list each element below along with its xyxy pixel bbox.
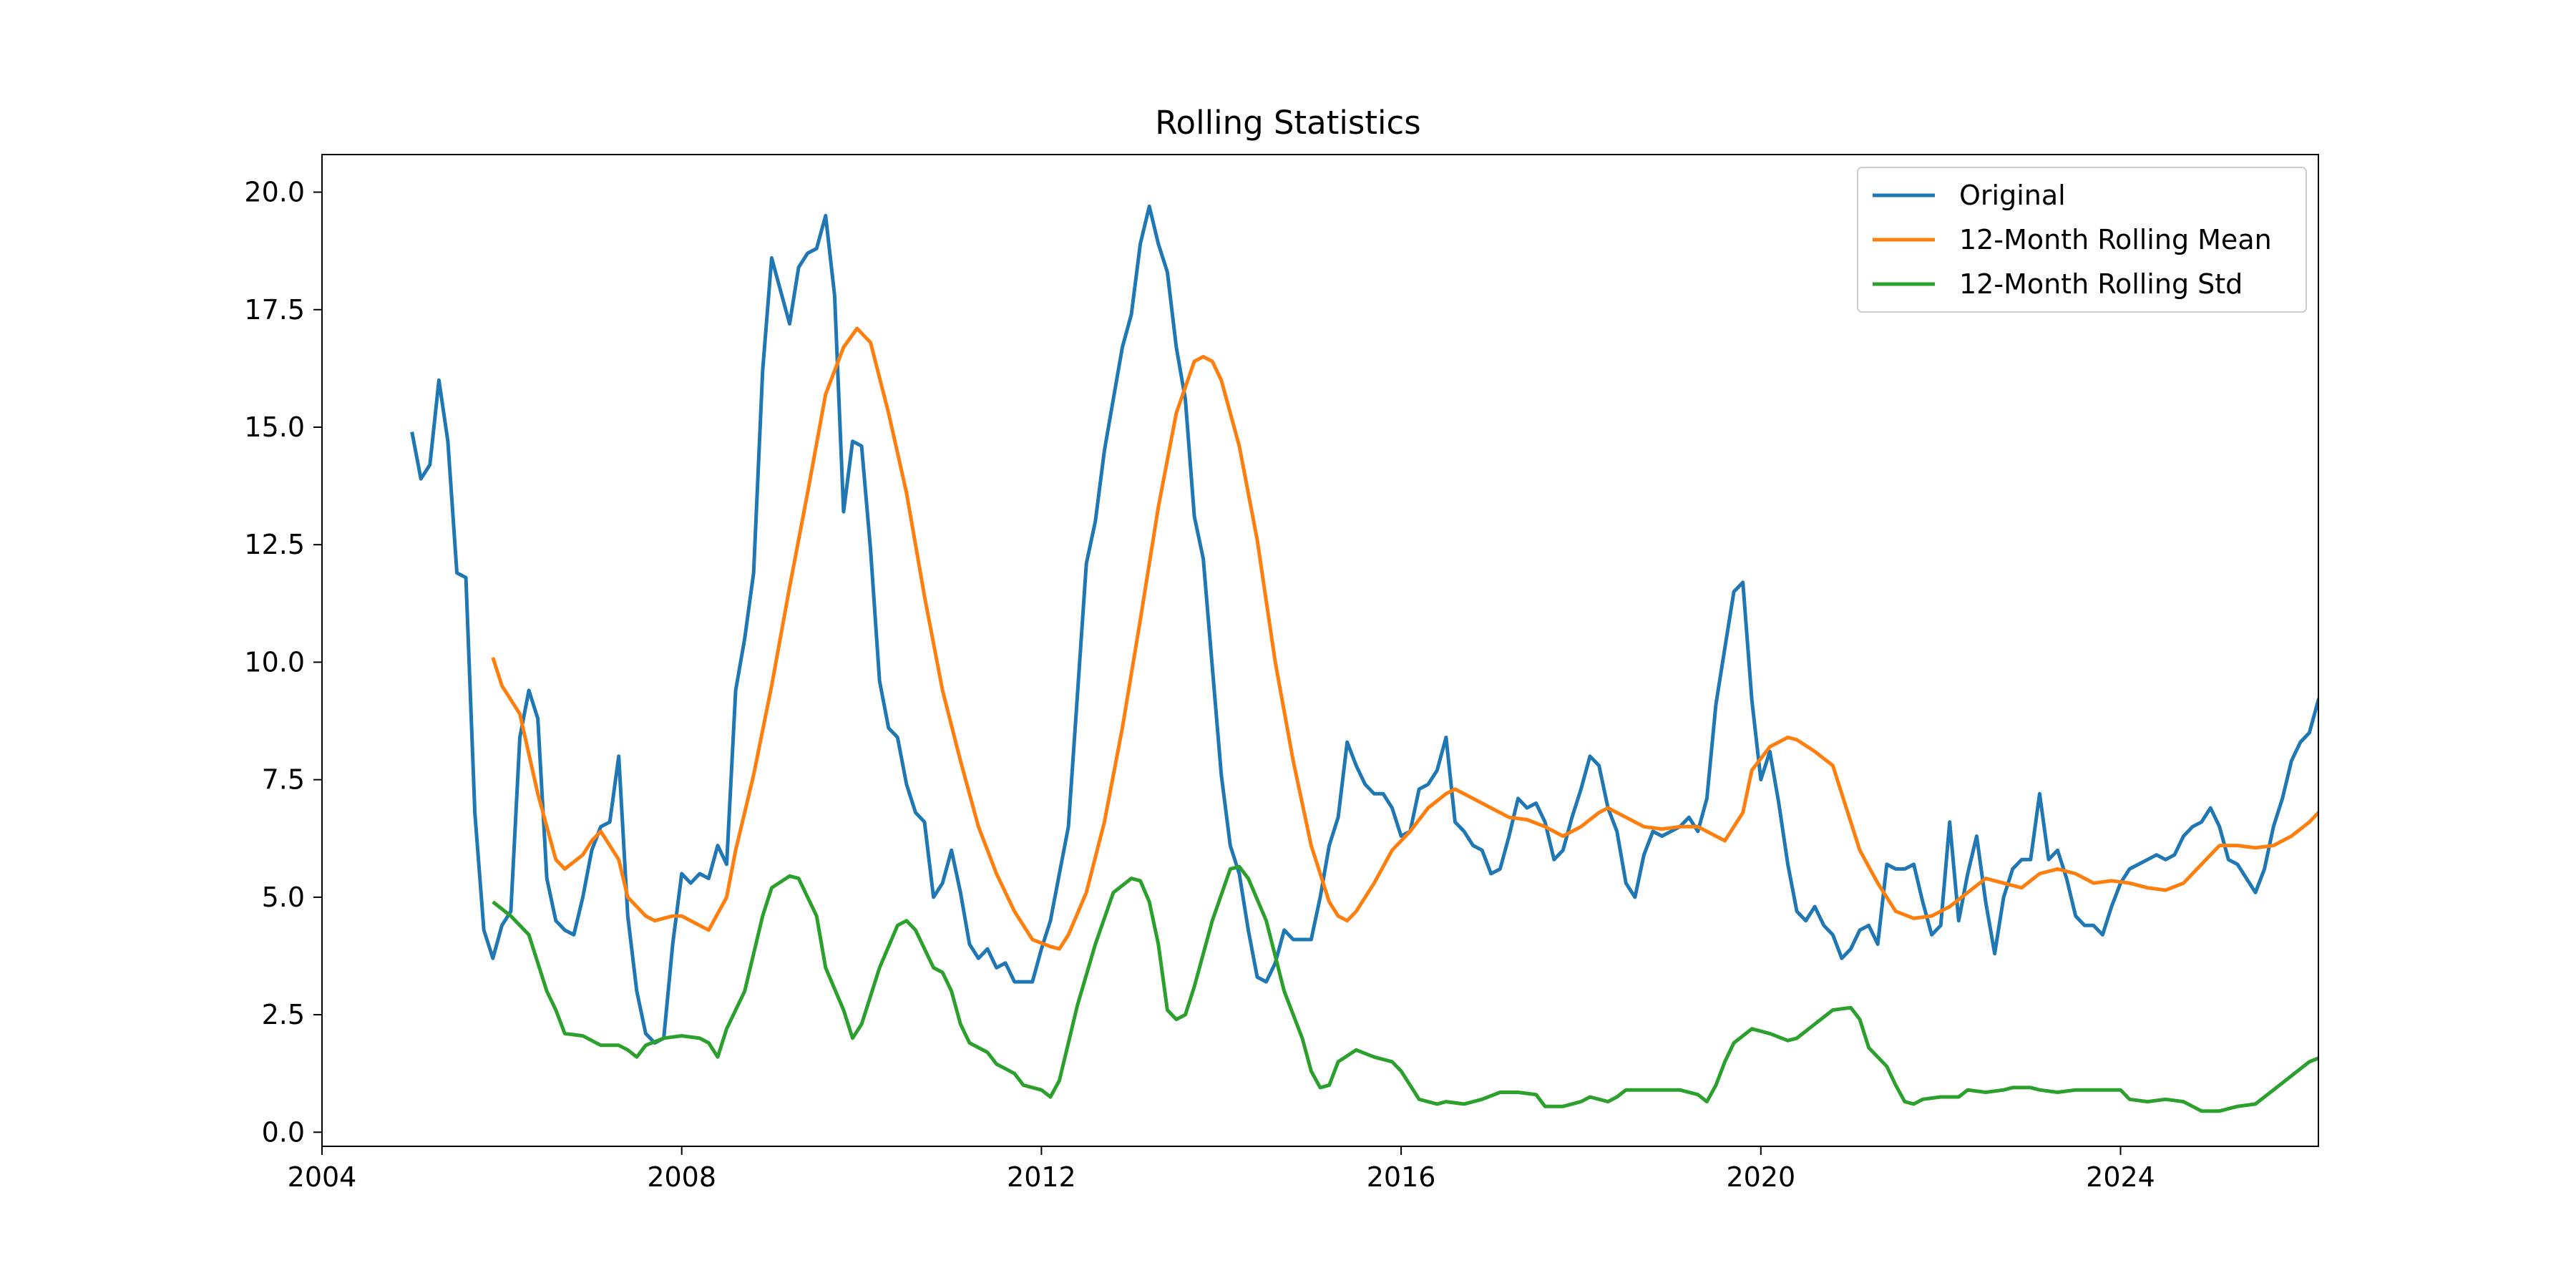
legend: Original 12-Month Rolling Mean 12-Month Ro…: [1857, 167, 2307, 313]
x-tick-label: 2020: [1726, 1161, 1795, 1193]
plot-frame: [321, 154, 2319, 1147]
y-tick-label: 5.0: [262, 882, 305, 913]
chart-title: Rolling Statistics: [1155, 104, 1420, 142]
y-tick-label: 20.0: [244, 177, 305, 208]
x-tick-label: 2008: [647, 1161, 716, 1193]
y-tick-label: 17.5: [244, 294, 305, 326]
x-tick-label: 2004: [288, 1161, 357, 1193]
x-axis: 2004 2008 2012 2016 2020 2024: [288, 1146, 2155, 1193]
series-line-2: [491, 326, 2318, 951]
y-tick-label: 12.5: [244, 529, 305, 560]
legend-box: [1857, 167, 2307, 313]
plot-area: [321, 154, 2319, 1147]
legend-label-2: 12-Month Rolling Mean: [1959, 224, 2272, 255]
y-tick-label: 2.5: [262, 999, 305, 1030]
y-tick-label: 0.0: [262, 1116, 305, 1148]
x-tick-label: 2012: [1007, 1161, 1076, 1193]
legend-label-1: Original: [1959, 180, 2066, 211]
x-tick-label: 2024: [2086, 1161, 2155, 1193]
y-tick-label: 15.0: [244, 411, 305, 443]
y-axis: 0.0 2.5 5.0 7.5 10.0 12.5 15.0 17.5 20.0: [244, 177, 322, 1148]
y-tick-label: 10.0: [244, 646, 305, 678]
series-layer: [410, 204, 2318, 1113]
x-tick-label: 2016: [1367, 1161, 1436, 1193]
legend-label-3: 12-Month Rolling Std: [1959, 268, 2243, 300]
series-line-3: [492, 864, 2318, 1113]
y-tick-label: 7.5: [262, 764, 305, 796]
